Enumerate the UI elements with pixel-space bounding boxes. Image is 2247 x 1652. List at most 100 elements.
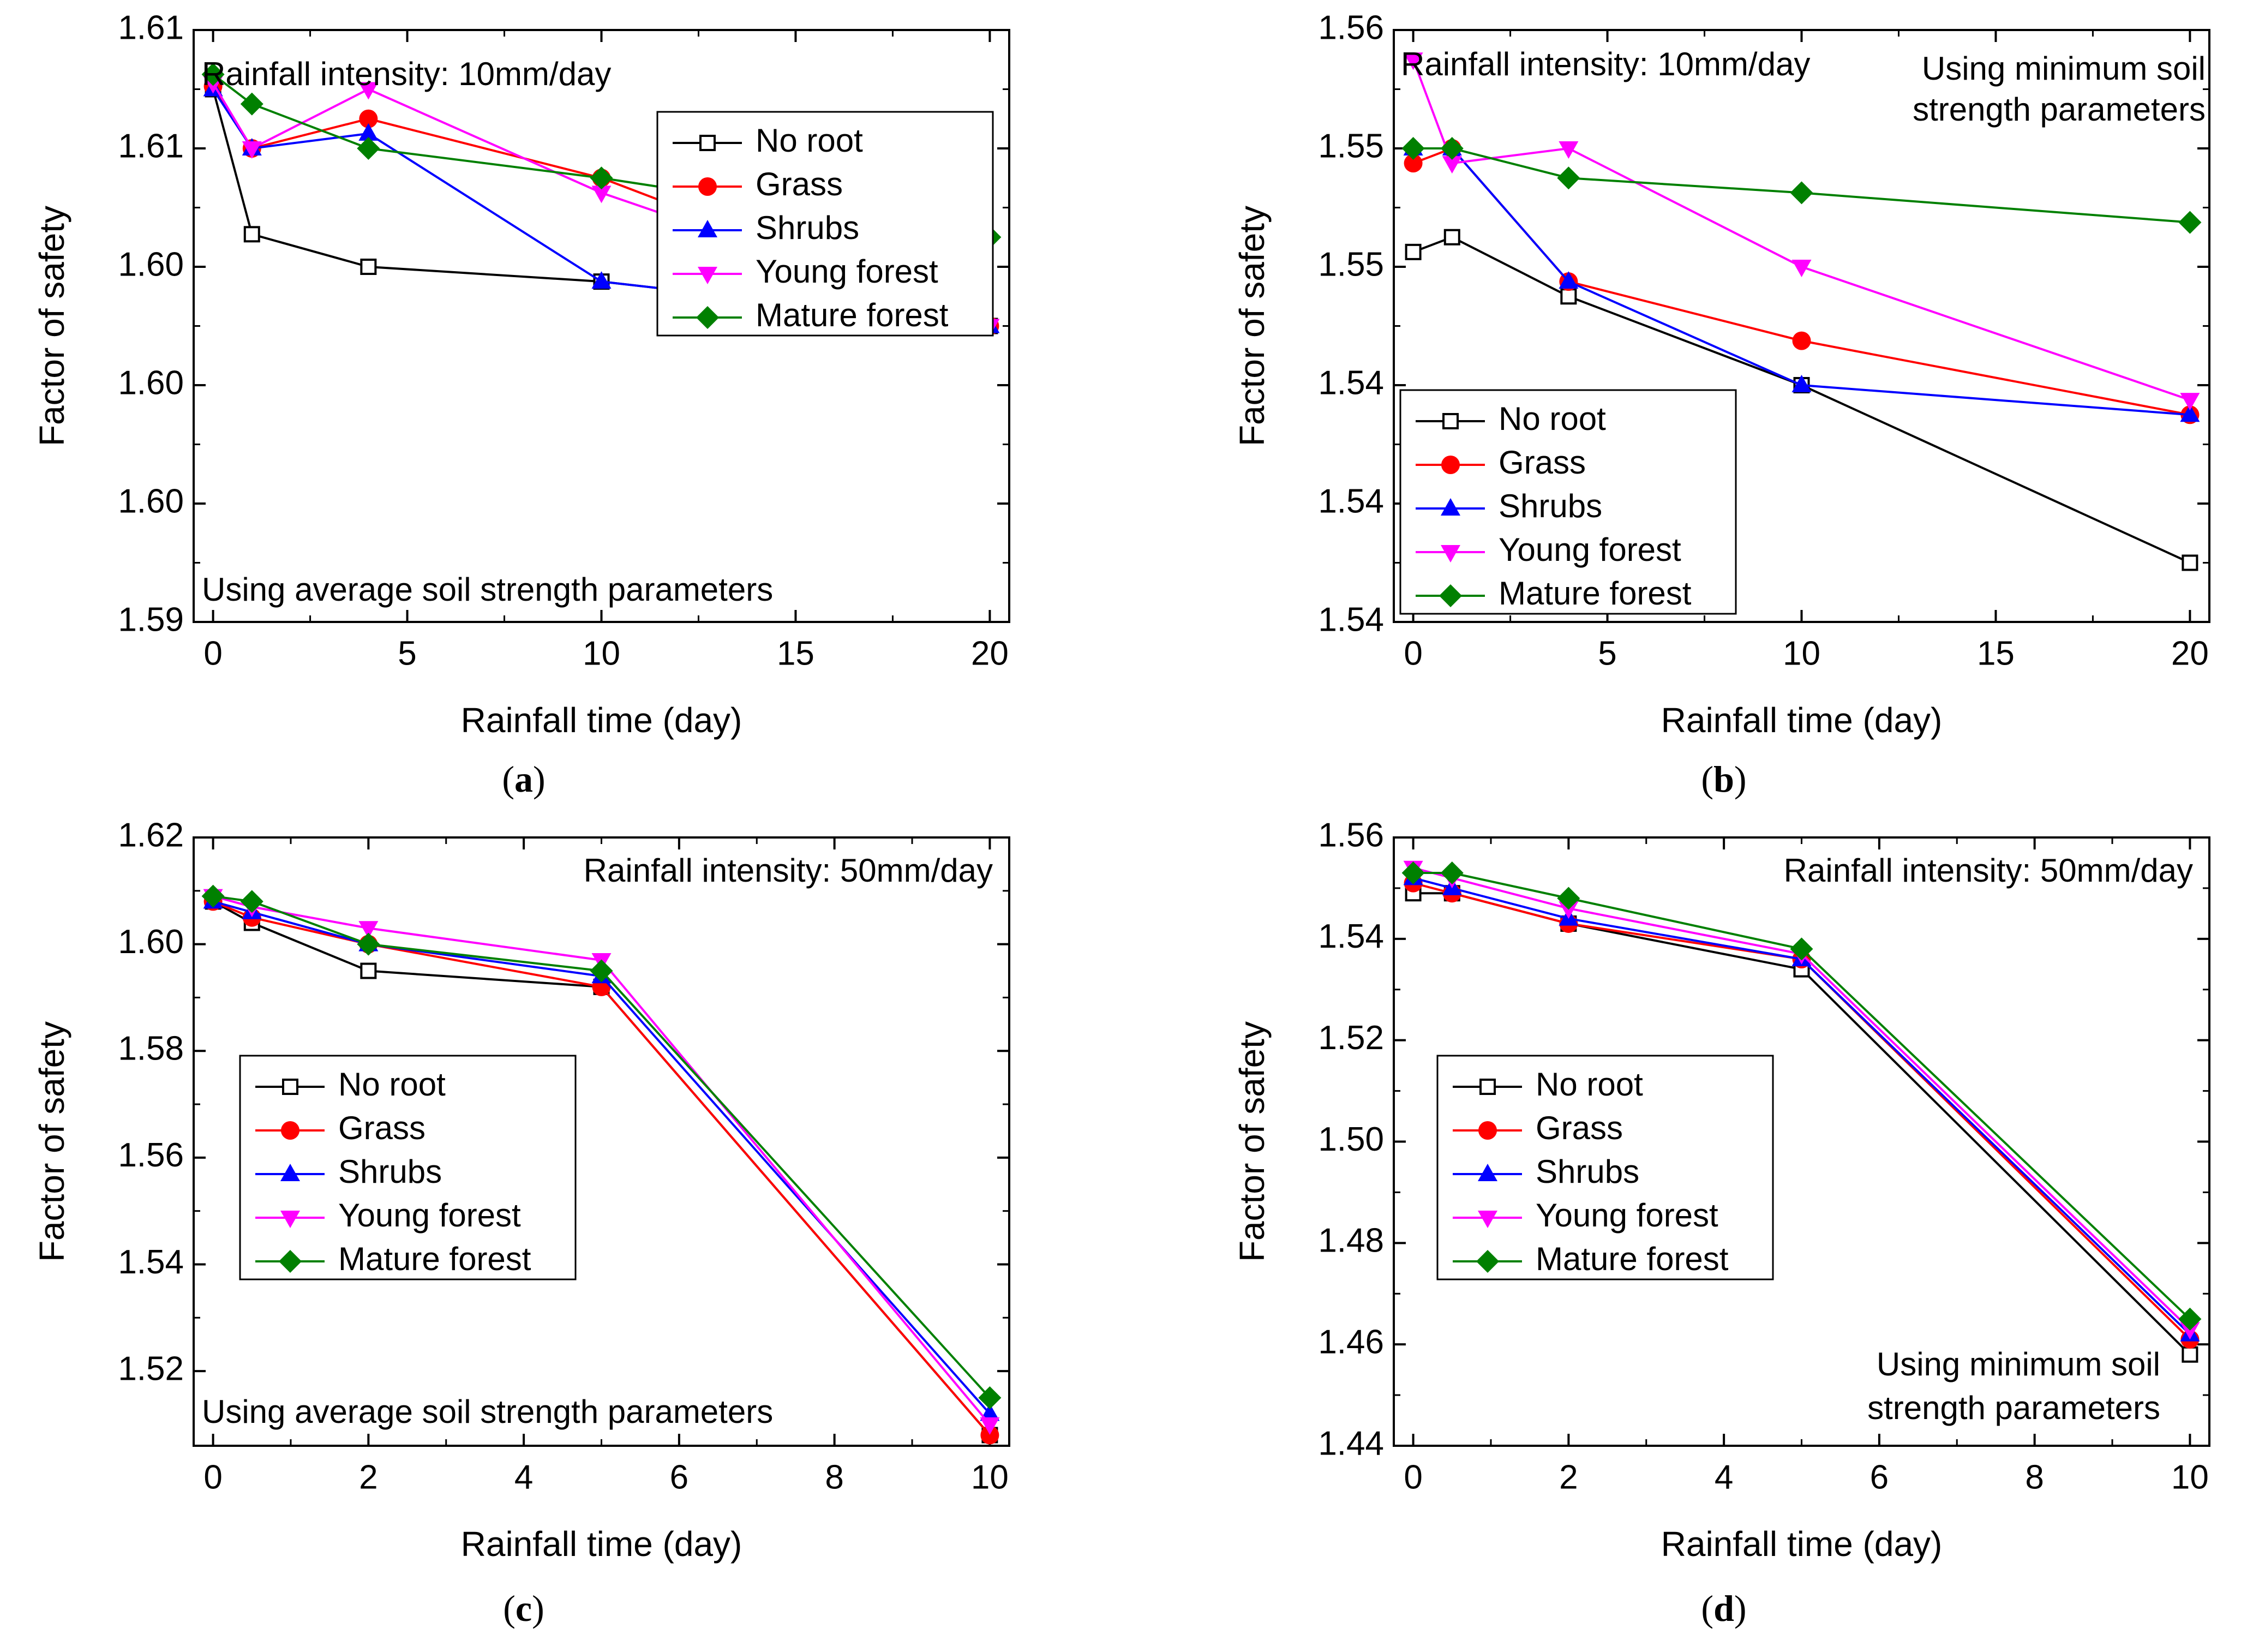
caption-close-paren: ) xyxy=(1734,758,1747,800)
data-point xyxy=(1559,901,1579,919)
legend-marker xyxy=(1439,584,1462,607)
caption-letter: b xyxy=(1713,758,1734,800)
legend-marker xyxy=(698,220,717,237)
x-tick-label: 4 xyxy=(514,1458,533,1496)
legend-marker xyxy=(1442,413,1459,429)
legend-marker xyxy=(1478,1211,1497,1228)
legend: No root Grass Shrubs Young forest Mature for… xyxy=(239,1055,577,1280)
data-point xyxy=(980,1417,1000,1435)
legend-label: Shrubs xyxy=(756,210,859,246)
legend-label: Young forest xyxy=(338,1197,521,1234)
panel-caption: (b) xyxy=(1701,758,1746,800)
y-axis-label: Factor of safety xyxy=(32,1021,71,1262)
y-tick-label: 1.60 xyxy=(118,364,184,402)
legend-label: Mature forest xyxy=(1499,575,1692,612)
y-tick-label: 1.58 xyxy=(118,1030,184,1068)
data-point xyxy=(359,109,378,128)
y-tick-label: 1.55 xyxy=(1318,246,1384,283)
series-mature-forest xyxy=(1401,861,2202,1331)
annotation-text: Using minimum soil xyxy=(1922,50,2206,87)
legend-marker xyxy=(1476,1250,1499,1273)
x-axis-label: Rainfall time (day) xyxy=(1661,1524,1943,1564)
x-tick-label: 10 xyxy=(2171,1458,2209,1496)
data-point xyxy=(1559,271,1579,289)
data-point xyxy=(358,82,379,100)
panel-caption: (c) xyxy=(503,1588,544,1629)
y-tick-label: 1.56 xyxy=(118,1136,184,1174)
legend-label: Grass xyxy=(1536,1110,1623,1146)
data-point xyxy=(357,137,380,160)
annotation-text: strength parameters xyxy=(1913,91,2206,128)
x-tick-label: 0 xyxy=(203,635,222,672)
data-point xyxy=(591,271,612,289)
x-tick-label: 8 xyxy=(2025,1458,2044,1496)
caption-letter: a xyxy=(514,758,533,800)
annotation-text: Using average soil strength parameters xyxy=(202,571,773,608)
legend-marker xyxy=(1478,1121,1497,1140)
legend-marker xyxy=(698,177,717,196)
data-point xyxy=(360,962,377,979)
y-axis-label: Factor of safety xyxy=(32,206,71,446)
data-point xyxy=(980,1426,999,1445)
y-tick-label: 1.56 xyxy=(1318,816,1384,854)
caption-close-paren: ) xyxy=(532,1588,544,1629)
y-tick-label: 1.61 xyxy=(118,127,184,165)
chart-panel-d: 0 2 4 6 8 10 1.44 1.46 1.48 1.50 1.52 1.54 1.56 Rainf… xyxy=(1232,816,2210,1629)
legend-marker xyxy=(699,135,716,151)
data-point xyxy=(1401,861,1425,885)
data-point xyxy=(240,890,263,913)
y-tick-label: 1.50 xyxy=(1318,1121,1384,1158)
x-tick-label: 10 xyxy=(1783,635,1820,672)
data-point xyxy=(590,166,613,190)
data-point xyxy=(358,921,379,939)
data-point xyxy=(1440,861,1464,885)
caption-letter: d xyxy=(1713,1588,1734,1629)
series-mature-forest xyxy=(1401,137,2202,234)
x-tick-label: 0 xyxy=(203,1458,222,1496)
series-young-forest xyxy=(1403,52,2200,411)
legend-marker xyxy=(696,306,719,329)
x-tick-label: 10 xyxy=(583,635,620,672)
annotation-text: Using minimum soil xyxy=(1877,1346,2160,1382)
data-point xyxy=(201,63,225,86)
legend-label: Grass xyxy=(338,1110,426,1146)
y-tick-label: 1.54 xyxy=(1318,482,1384,520)
caption-close-paren: ) xyxy=(1734,1588,1747,1629)
data-point xyxy=(1560,288,1577,305)
data-point xyxy=(2180,393,2200,411)
data-point xyxy=(1557,166,1580,190)
data-point xyxy=(1559,141,1579,159)
legend-label: Shrubs xyxy=(1536,1153,1639,1190)
x-tick-label: 5 xyxy=(398,635,416,672)
x-tick-label: 20 xyxy=(971,635,1009,672)
legend: No root Grass Shrubs Young forest Mature for… xyxy=(1436,1055,1774,1280)
y-tick-label: 1.54 xyxy=(1318,918,1384,955)
caption-close-paren: ) xyxy=(533,758,546,800)
panel-caption: (d) xyxy=(1701,1588,1746,1629)
x-tick-label: 2 xyxy=(1559,1458,1578,1496)
data-point xyxy=(1790,937,1813,961)
y-tick-label: 1.52 xyxy=(118,1350,184,1387)
legend-marker xyxy=(1441,456,1460,474)
data-point xyxy=(360,259,377,275)
data-point xyxy=(240,92,263,116)
legend-marker xyxy=(280,1211,300,1228)
data-point xyxy=(242,141,262,159)
x-tick-label: 6 xyxy=(670,1458,688,1496)
x-axis-label: Rainfall time (day) xyxy=(1661,701,1943,740)
y-tick-label: 1.61 xyxy=(118,9,184,46)
data-point xyxy=(1404,154,1423,173)
data-point xyxy=(1442,156,1462,174)
y-tick-label: 1.54 xyxy=(118,1243,184,1281)
data-point xyxy=(980,1403,1000,1421)
data-point xyxy=(1792,331,1811,350)
legend-label: Mature forest xyxy=(338,1241,531,1277)
x-tick-label: 15 xyxy=(777,635,814,672)
chart-panel-a: 0 5 10 15 20 1.59 1.60 1.60 1.60 1.61 1.61 Rainfall… xyxy=(32,9,1010,800)
y-tick-label: 1.60 xyxy=(118,923,184,961)
x-tick-label: 20 xyxy=(2171,635,2209,672)
caption-open-paren: ( xyxy=(1701,1588,1713,1629)
caption-open-paren: ( xyxy=(1701,758,1713,800)
y-tick-label: 1.60 xyxy=(118,246,184,283)
